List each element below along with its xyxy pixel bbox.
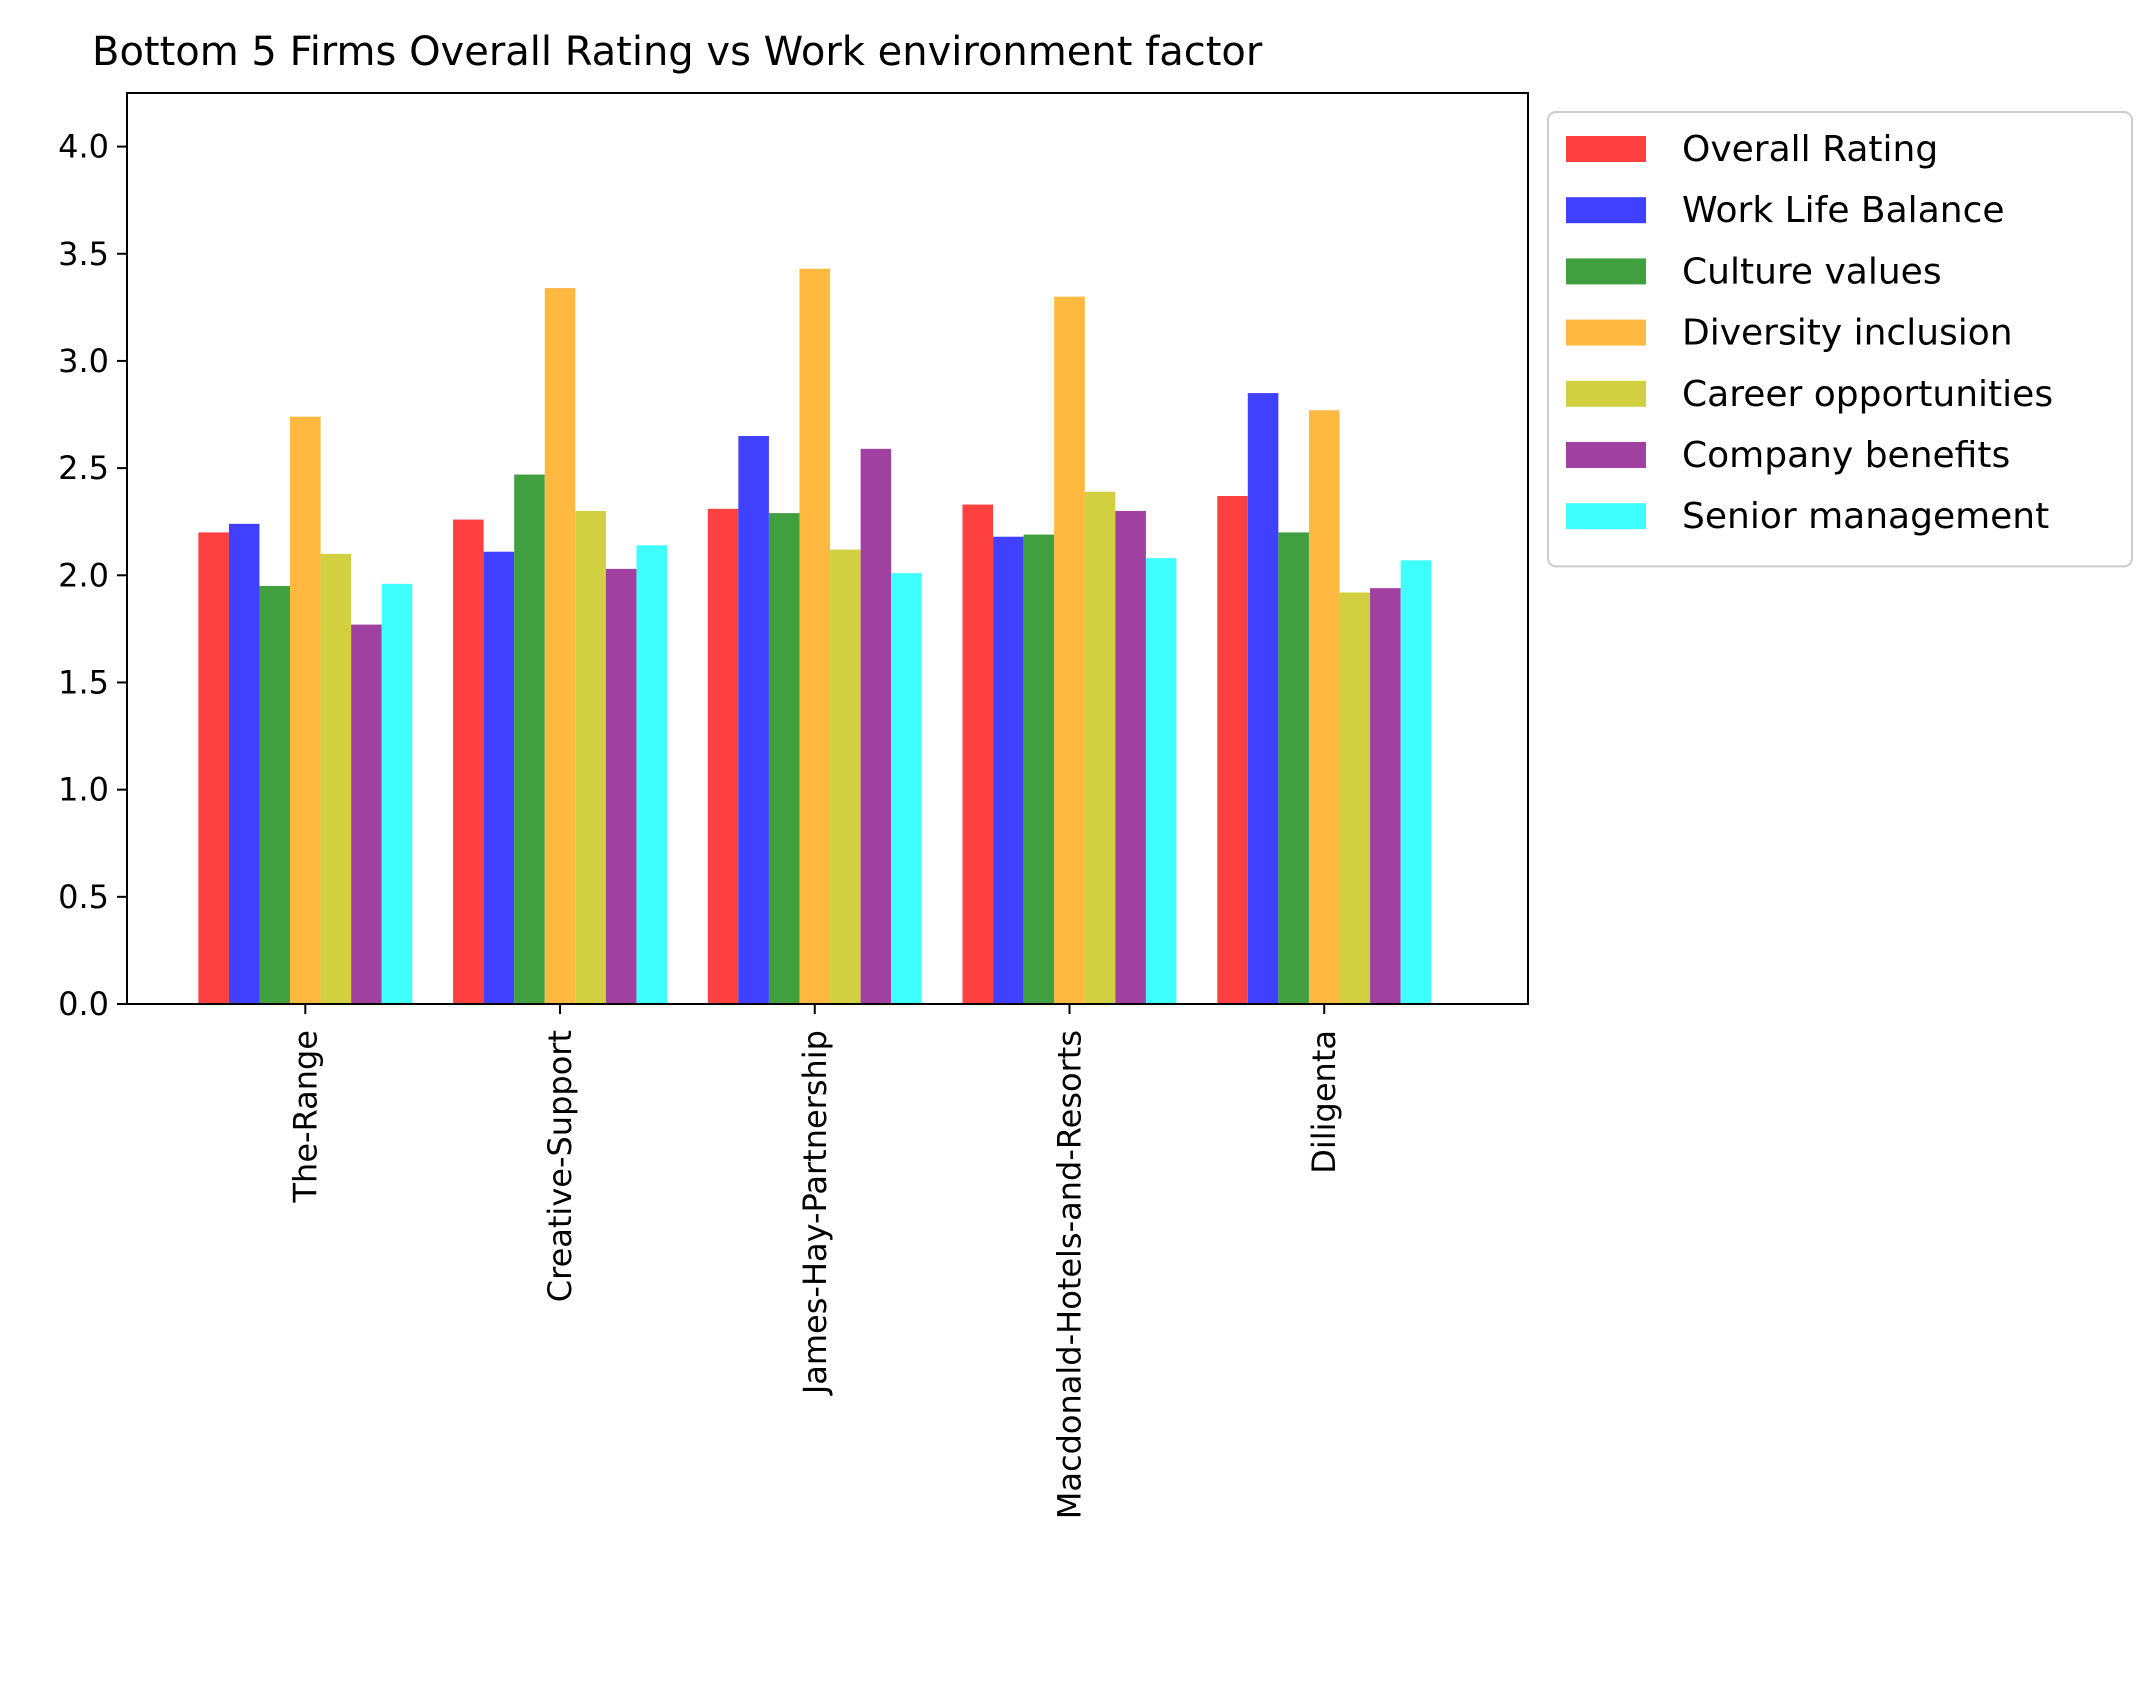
y-tick-label: 2.5 <box>58 449 109 487</box>
bar-james-hay-partnership-series-4 <box>830 549 861 1004</box>
bar-diligenta-series-5 <box>1370 588 1401 1004</box>
bar-creative-support-series-2 <box>514 474 545 1005</box>
bar-macdonald-hotels-and-resorts-series-6 <box>1145 558 1177 1004</box>
y-tick-label: 2.0 <box>58 556 109 594</box>
bar-macdonald-hotels-and-resorts-series-2 <box>1023 534 1055 1004</box>
y-tick-label: 0.5 <box>58 878 109 916</box>
x-tick-label: The-Range <box>286 1030 324 1203</box>
bar-james-hay-partnership-series-0 <box>707 508 739 1004</box>
legend-label: Company benefits <box>1682 435 2010 476</box>
series-2 <box>259 474 1309 1005</box>
series-0 <box>198 495 1248 1004</box>
series-5 <box>351 448 1401 1004</box>
bar-the-range-series-1 <box>228 523 260 1004</box>
bar-diligenta-series-6 <box>1400 560 1432 1004</box>
bar-james-hay-partnership-series-3 <box>799 268 831 1004</box>
chart-title: Bottom 5 Firms Overall Rating vs Work en… <box>92 29 1263 75</box>
bar-creative-support-series-6 <box>636 545 668 1004</box>
bar-diligenta-series-1 <box>1247 393 1279 1004</box>
x-tick-label: Creative-Support <box>541 1030 579 1302</box>
bar-creative-support-series-0 <box>453 519 484 1004</box>
y-tick-label: 3.5 <box>58 235 109 273</box>
y-tick-label: 1.0 <box>58 771 109 809</box>
plot-frame <box>126 92 1529 1005</box>
series-6 <box>381 545 1432 1004</box>
legend-swatch <box>1566 197 1646 224</box>
bar-james-hay-partnership-series-2 <box>768 513 800 1004</box>
legend-label: Culture values <box>1682 251 1942 292</box>
legend-label: Diversity inclusion <box>1682 313 2013 354</box>
bar-creative-support-series-4 <box>575 510 606 1004</box>
bar-the-range-series-5 <box>351 624 382 1004</box>
legend-swatch <box>1566 442 1646 468</box>
bar-the-range-series-0 <box>198 532 229 1004</box>
bar-diligenta-series-4 <box>1339 592 1371 1004</box>
x-tick-label: Diligenta <box>1305 1030 1343 1174</box>
bar-creative-support-series-1 <box>483 551 515 1004</box>
bar-diligenta-series-3 <box>1308 410 1340 1005</box>
legend-swatch <box>1566 503 1646 530</box>
y-axis: 0.0 0.5 1.0 1.5 2.0 2.5 3.0 3.5 4.0 <box>58 128 127 1023</box>
legend: Overall Rating Work Life Balance Culture v… <box>1547 111 2133 568</box>
legend-label: Overall Rating <box>1682 129 1938 170</box>
bar-the-range-series-3 <box>290 416 321 1004</box>
legend-label: Senior management <box>1682 496 2049 537</box>
legend-swatch <box>1566 136 1646 162</box>
bar-james-hay-partnership-series-1 <box>738 435 769 1004</box>
x-axis: The-Range Creative-Support James-Hay-Partn… <box>286 1004 1343 1519</box>
x-tick-label: James-Hay-Partnership <box>796 1030 834 1396</box>
bar-james-hay-partnership-series-5 <box>860 448 892 1004</box>
bar-diligenta-series-0 <box>1217 495 1248 1004</box>
series-3 <box>290 268 1340 1005</box>
x-tick-label: Macdonald-Hotels-and-Resorts <box>1050 1030 1088 1519</box>
bar-the-range-series-4 <box>320 553 352 1004</box>
legend-swatch <box>1566 258 1646 285</box>
bar-macdonald-hotels-and-resorts-series-4 <box>1084 491 1116 1004</box>
bar-the-range-series-2 <box>259 586 291 1004</box>
y-tick-label: 4.0 <box>58 128 109 166</box>
series-4 <box>320 491 1371 1004</box>
bar-macdonald-hotels-and-resorts-series-1 <box>993 536 1024 1004</box>
y-tick-label: 0.0 <box>58 985 109 1023</box>
y-tick-label: 3.0 <box>58 342 109 380</box>
bar-macdonald-hotels-and-resorts-series-5 <box>1115 510 1146 1004</box>
legend-swatch <box>1566 319 1646 346</box>
legend-swatch <box>1566 380 1646 407</box>
bar-creative-support-series-3 <box>544 288 576 1005</box>
bar-creative-support-series-5 <box>605 568 637 1004</box>
bar-the-range-series-6 <box>381 583 413 1004</box>
bar-macdonald-hotels-and-resorts-series-0 <box>962 504 994 1004</box>
bar-diligenta-series-2 <box>1278 532 1309 1004</box>
legend-label: Work Life Balance <box>1682 190 2005 231</box>
bar-macdonald-hotels-and-resorts-series-3 <box>1054 296 1085 1005</box>
legend-box <box>1547 111 2133 568</box>
series-1 <box>228 393 1279 1004</box>
bar-james-hay-partnership-series-6 <box>891 573 922 1004</box>
legend-label: Career opportunities <box>1682 374 2053 415</box>
y-tick-label: 1.5 <box>58 663 109 701</box>
plot-area <box>126 92 1529 1005</box>
